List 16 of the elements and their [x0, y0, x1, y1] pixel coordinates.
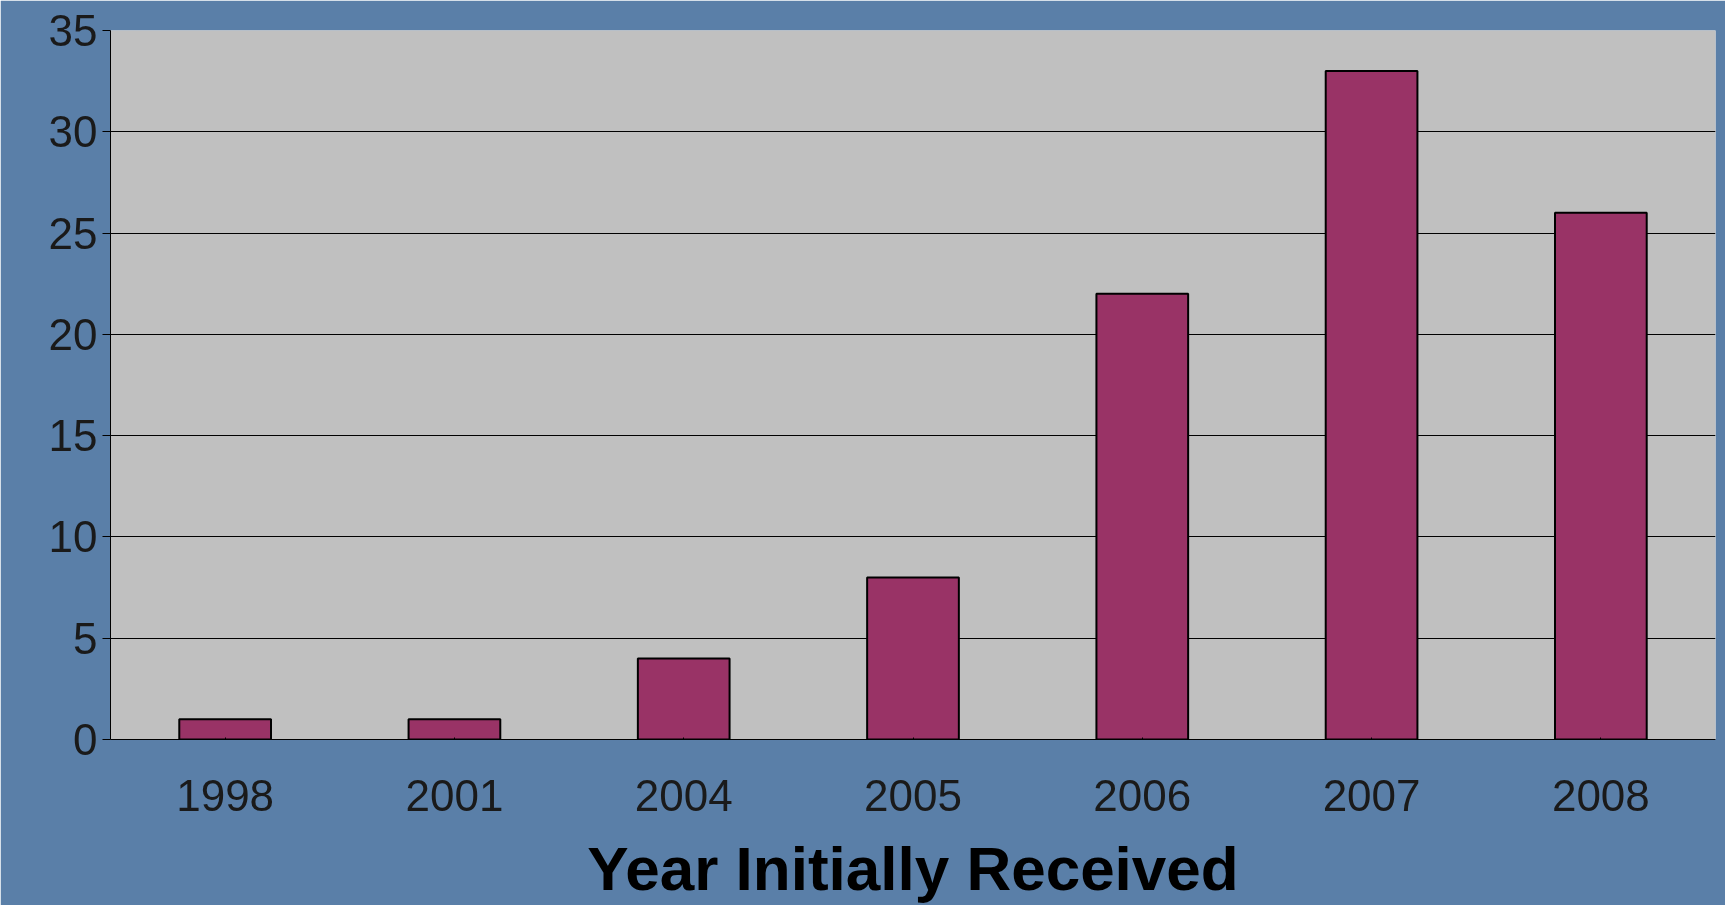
x-tick-label: 2001 [405, 770, 504, 820]
y-tick-label: 15 [48, 411, 98, 461]
y-tick-label: 10 [48, 512, 98, 562]
x-tick-label: 2005 [864, 770, 962, 820]
x-tick-label: 1998 [176, 770, 275, 820]
y-tick-label: 5 [73, 613, 98, 663]
x-tick-label: 2008 [1551, 770, 1650, 820]
y-tick-label: 0 [73, 715, 98, 764]
y-tick-label: 35 [48, 6, 98, 55]
x-tick-label: 2007 [1322, 770, 1421, 820]
x-tick-label: 2006 [1093, 770, 1192, 820]
y-tick-label: 25 [48, 208, 98, 258]
x-tick-label: 2004 [634, 770, 733, 820]
y-tick-label: 30 [48, 107, 98, 157]
y-tick-label: 20 [48, 309, 98, 359]
x-axis-title: Year Initially Received [587, 833, 1239, 903]
